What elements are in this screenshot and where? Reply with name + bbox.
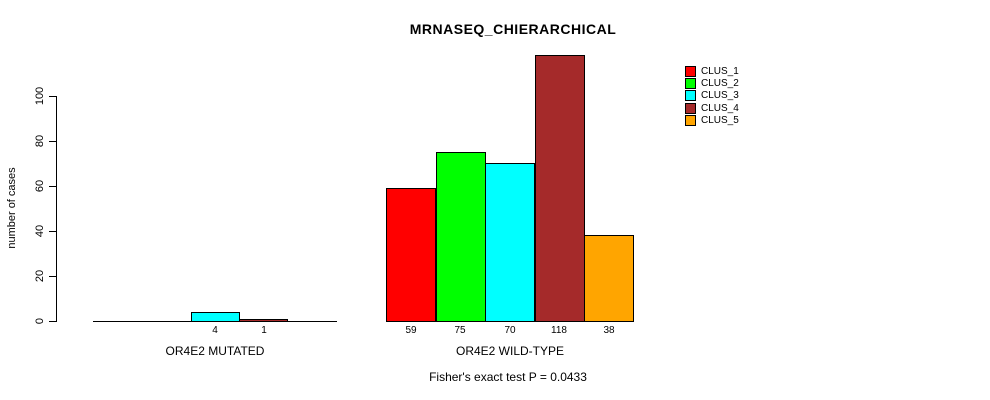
y-tick-label: 100 [34, 86, 46, 106]
legend-label-clus_4: CLUS_4 [701, 102, 739, 114]
bar-clus_3-wild-type [485, 163, 535, 322]
bar-value-label: 75 [454, 325, 466, 336]
legend-label-clus_3: CLUS_3 [701, 90, 739, 102]
bar-clus_1-wild-type [386, 188, 436, 322]
y-axis-title: number of cases [6, 167, 18, 249]
y-tick-label: 0 [34, 317, 46, 325]
y-tick-label: 60 [34, 179, 46, 193]
bar-value-label: 38 [603, 325, 615, 336]
y-tick [49, 141, 56, 142]
y-tick-label: 40 [34, 224, 46, 238]
legend-swatch-clus_4 [685, 102, 696, 114]
y-tick [49, 96, 56, 97]
chart-title: MRNASEQ_CHIERARCHICAL [409, 21, 617, 37]
bar-value-label: 1 [261, 325, 267, 336]
y-tick-label: 20 [34, 269, 46, 283]
bar-value-label: 59 [405, 325, 417, 336]
bar-clus_3-mutated [191, 312, 240, 322]
group-label-mutated: OR4E2 MUTATED [165, 344, 265, 358]
bar-value-label: 70 [504, 325, 516, 336]
legend-swatch-clus_1 [685, 66, 696, 77]
bar-clus_4-wild-type [535, 55, 585, 322]
footnote: Fisher's exact test P = 0.0433 [429, 370, 587, 384]
y-tick [49, 186, 56, 187]
y-tick-label: 80 [34, 134, 46, 148]
bar-value-label: 4 [212, 325, 218, 336]
legend-swatch-clus_3 [685, 90, 696, 102]
group-label-wild-type: OR4E2 WILD-TYPE [455, 344, 565, 358]
bar-clus_2-wild-type [436, 152, 486, 322]
legend-label-clus_2: CLUS_2 [701, 78, 739, 90]
legend-swatch-clus_5 [685, 114, 696, 126]
y-tick [49, 231, 56, 232]
legend-swatch-clus_2 [685, 78, 696, 90]
y-tick [49, 276, 56, 277]
bar-clus_5-wild-type [584, 235, 634, 322]
y-tick [49, 321, 56, 322]
legend-label-clus_5: CLUS_5 [701, 114, 739, 126]
y-axis-line [56, 96, 57, 322]
bar-clus_4-mutated [239, 319, 288, 322]
legend-label-clus_1: CLUS_1 [701, 66, 739, 77]
bar-value-label: 118 [551, 325, 567, 336]
